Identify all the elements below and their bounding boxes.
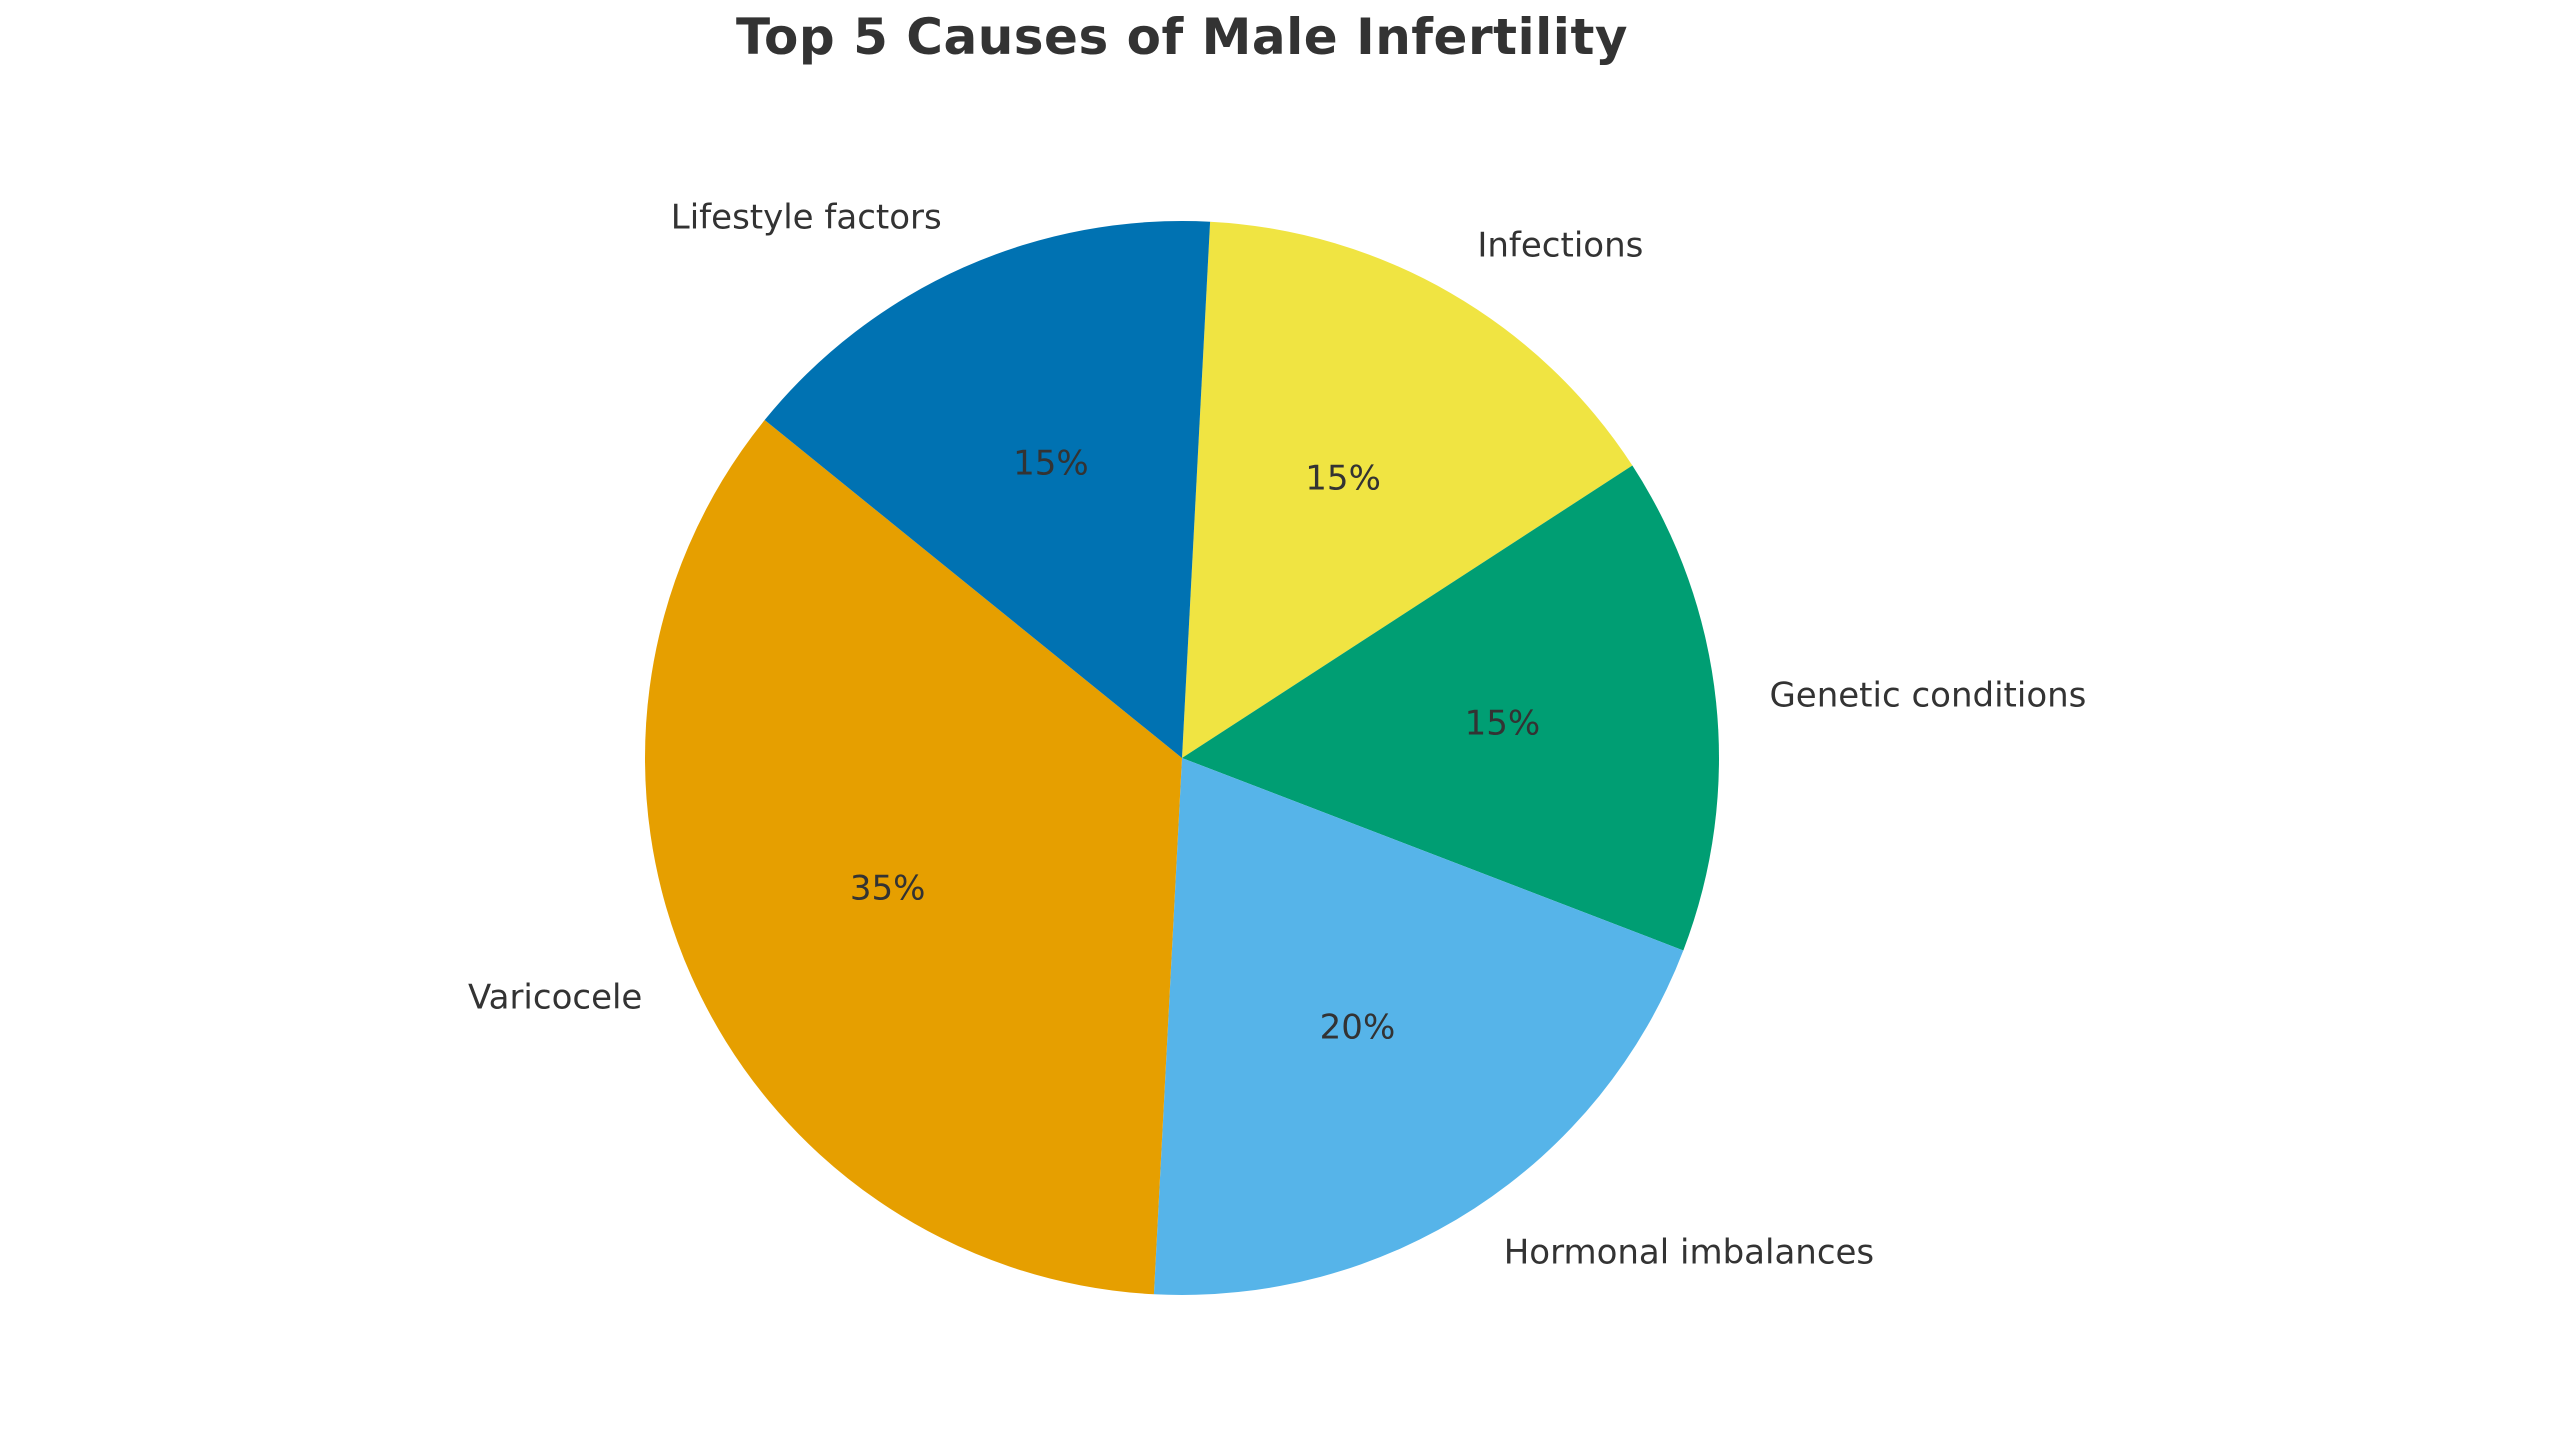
pie-slice-genetic-conditions (1182, 465, 1719, 951)
slice-label-lifestyle-factors: Lifestyle factors (670, 197, 942, 238)
pie-slice-varicocele (644, 420, 1182, 1295)
slice-pct-hormonal-imbalances: 20% (1319, 1007, 1396, 1048)
slice-pct-varicocele: 35% (849, 868, 926, 909)
slice-label-hormonal-imbalances: Hormonal imbalances (1503, 1232, 1875, 1273)
slice-pct-lifestyle-factors: 15% (1013, 443, 1089, 484)
chart-title: Top 5 Causes of Male Infertility (736, 8, 1628, 66)
pie-slice-infections (1182, 221, 1633, 759)
pie-slice-lifestyle-factors (764, 221, 1211, 758)
slice-label-varicocele: Varicocele (468, 977, 643, 1018)
slice-label-infections: Infections (1477, 226, 1644, 267)
slice-pct-genetic-conditions: 15% (1464, 703, 1541, 744)
pie-slice-hormonal-imbalances (1153, 758, 1684, 1295)
slice-label-genetic-conditions: Genetic conditions (1769, 675, 2087, 716)
slice-pct-infections: 15% (1305, 458, 1381, 499)
